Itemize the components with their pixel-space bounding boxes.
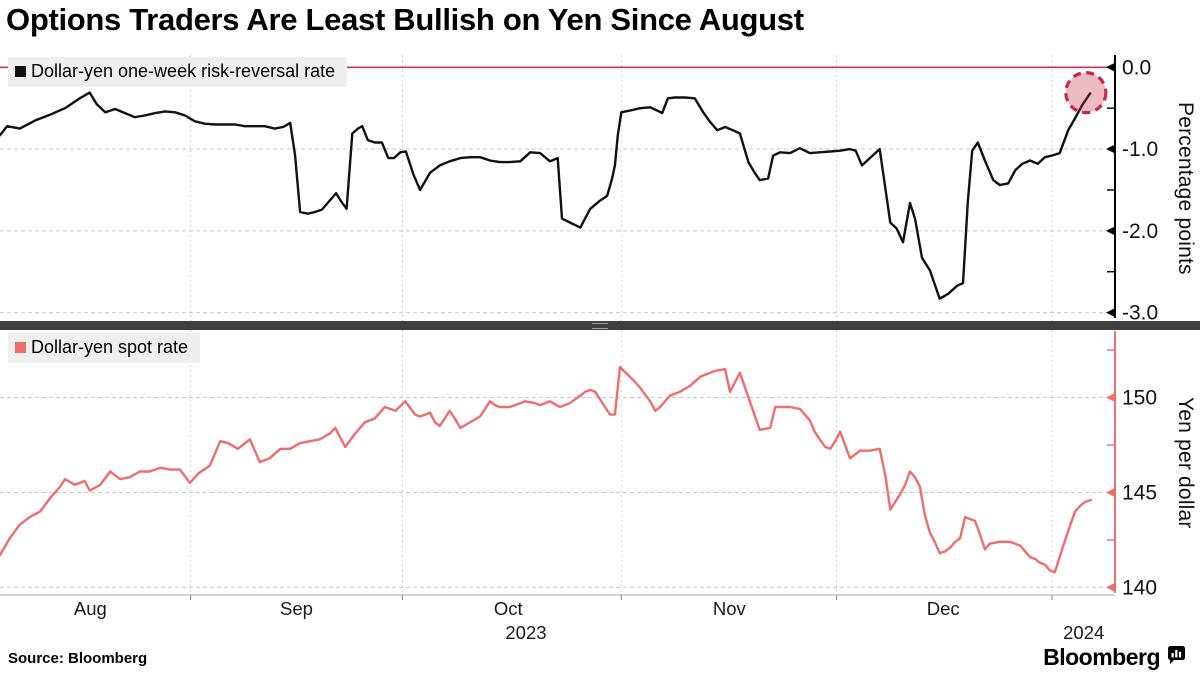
bloomberg-bug-icon xyxy=(1167,646,1186,669)
svg-text:2023: 2023 xyxy=(505,622,546,643)
chart-title: Options Traders Are Least Bullish on Yen… xyxy=(6,2,804,37)
svg-text:150: 150 xyxy=(1122,386,1157,409)
bottom-axis-title: Yen per dollar xyxy=(1174,397,1197,529)
legend-risk-reversal-label: Dollar-yen one-week risk-reversal rate xyxy=(31,61,336,81)
svg-text:-3.0: -3.0 xyxy=(1122,302,1158,325)
legend-spot-rate: Dollar-yen spot rate xyxy=(8,333,201,363)
bloomberg-logo: Bloomberg xyxy=(1043,644,1186,671)
svg-text:2024: 2024 xyxy=(1063,622,1104,643)
divider-drag-handle-icon[interactable] xyxy=(592,323,608,329)
svg-text:145: 145 xyxy=(1122,481,1157,504)
top-axis-title: Percentage points xyxy=(1174,101,1197,275)
svg-text:Nov: Nov xyxy=(713,598,747,619)
svg-text:0.0: 0.0 xyxy=(1122,56,1151,79)
spot-rate-swatch-icon xyxy=(15,342,26,354)
legend-spot-rate-label: Dollar-yen spot rate xyxy=(31,337,189,357)
source-attribution: Source: Bloomberg xyxy=(8,650,148,667)
svg-text:-1.0: -1.0 xyxy=(1122,138,1158,161)
panel-divider xyxy=(0,321,1200,330)
bloomberg-wordmark: Bloomberg xyxy=(1043,644,1160,670)
risk-reversal-swatch-icon xyxy=(15,66,26,78)
svg-text:Dec: Dec xyxy=(927,598,960,619)
svg-text:140: 140 xyxy=(1122,576,1157,599)
svg-text:-2.0: -2.0 xyxy=(1122,220,1158,243)
svg-text:Aug: Aug xyxy=(74,598,107,619)
legend-risk-reversal: Dollar-yen one-week risk-reversal rate xyxy=(8,57,348,87)
svg-text:Sep: Sep xyxy=(280,598,313,619)
svg-text:Oct: Oct xyxy=(494,598,523,619)
